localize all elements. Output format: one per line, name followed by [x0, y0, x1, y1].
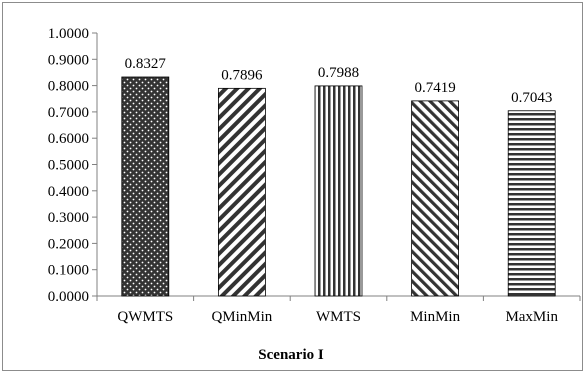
data-label: 0.7896: [221, 67, 263, 83]
y-tick-label: 0.1000: [48, 263, 89, 279]
y-tick-label: 0.2000: [48, 236, 89, 252]
bar-qminmin: [217, 87, 266, 297]
data-labels: 0.8327 0.7896 0.7988 0.7419 0.7043: [125, 56, 553, 106]
y-axis: 0.0000 0.1000 0.2000 0.3000 0.4000 0.5000 0.60…: [48, 26, 98, 305]
x-tick-label: MinMin: [410, 309, 461, 325]
bar-chart: 0.0000 0.1000 0.2000 0.3000 0.4000 0.5000 0.60…: [48, 26, 581, 363]
y-tick-label: 0.0000: [48, 289, 89, 305]
x-axis: QWMTS QMinMin WMTS MinMin MaxMin: [96, 295, 581, 325]
bar-wmts: [314, 85, 363, 297]
chart-frame: 0.0000 0.1000 0.2000 0.3000 0.4000 0.5000 0.60…: [2, 2, 583, 371]
y-tick-label: 0.3000: [48, 210, 89, 226]
bar-minmin: [411, 100, 460, 297]
x-tick-label: WMTS: [316, 309, 361, 325]
bar-qwmts: [121, 76, 170, 297]
y-tick-label: 0.9000: [48, 52, 89, 68]
x-tick-label: MaxMin: [505, 309, 558, 325]
y-tick-label: 0.6000: [48, 131, 89, 147]
y-tick-label: 1.0000: [48, 26, 89, 42]
y-tick-label: 0.4000: [48, 184, 89, 200]
y-tick-label: 0.5000: [48, 158, 89, 174]
data-label: 0.7043: [511, 90, 552, 106]
y-tick-label: 0.8000: [48, 79, 89, 95]
x-axis-title: Scenario I: [258, 347, 324, 363]
x-tick-label: QWMTS: [117, 309, 173, 325]
data-label: 0.7988: [318, 65, 359, 81]
y-tick-label: 0.7000: [48, 105, 89, 121]
data-label: 0.8327: [125, 56, 167, 72]
bars: [121, 76, 556, 297]
x-tick-label: QMinMin: [211, 309, 272, 325]
bar-maxmin: [507, 110, 556, 297]
data-label: 0.7419: [414, 80, 455, 96]
